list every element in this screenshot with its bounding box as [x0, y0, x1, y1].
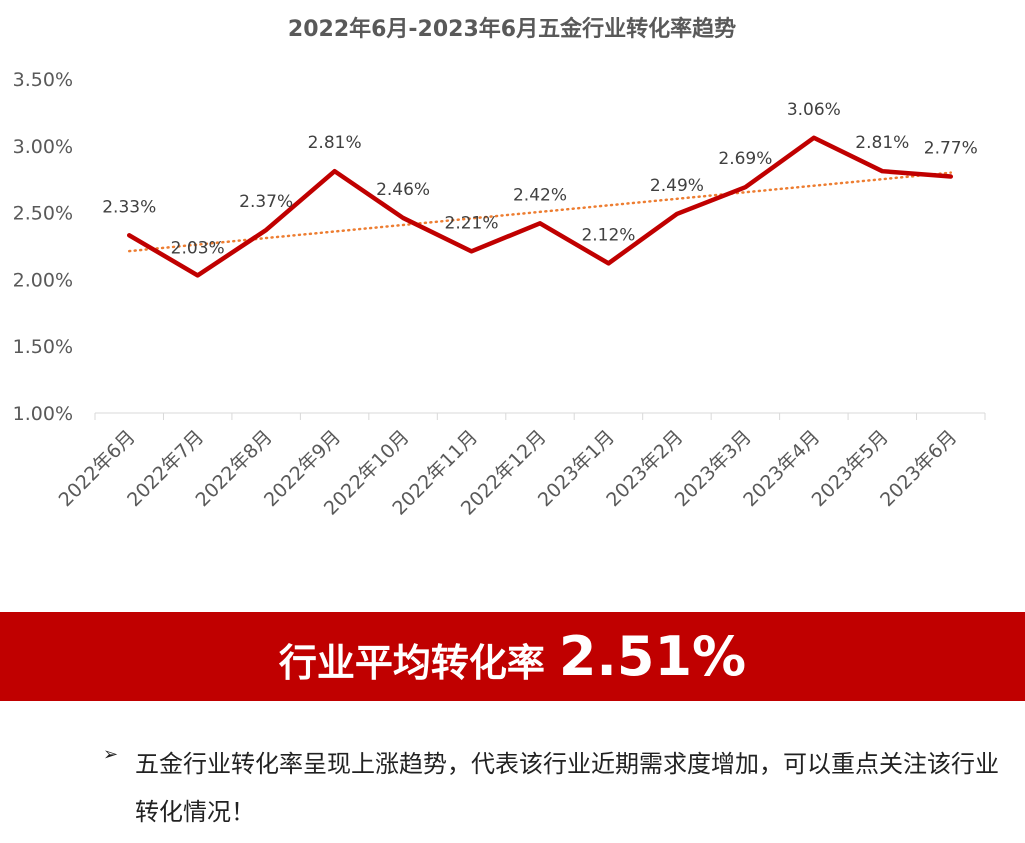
- x-axis-ticks: [94, 413, 986, 420]
- y-tick-label: 2.50%: [13, 203, 73, 225]
- line-chart: 2022年6月-2023年6月五金行业转化率趋势 1.00% 1.50% 2.00%…: [13, 16, 986, 520]
- data-label: 2.81%: [308, 133, 362, 153]
- series-line: [126, 135, 954, 278]
- y-axis: 1.00% 1.50% 2.00% 2.50% 3.00% 3.50%: [13, 69, 73, 425]
- note: ➢ 五金行业转化率呈现上涨趋势，代表该行业近期需求度增加，可以重点关注该行业转化…: [103, 740, 1003, 836]
- data-label: 2.12%: [581, 225, 635, 245]
- data-label: 2.03%: [171, 238, 225, 258]
- x-axis-labels: 2022年6月2022年7月2022年8月2022年9月2022年10月2022…: [55, 426, 962, 520]
- average-banner: 行业平均转化率 2.51%: [0, 612, 1025, 701]
- data-labels: 2.33% 2.03% 2.37% 2.81% 2.46% 2.21% 2.42% 2.12%…: [102, 100, 978, 259]
- data-label: 2.21%: [445, 213, 499, 233]
- data-label: 2.69%: [718, 149, 772, 169]
- data-label: 2.33%: [102, 197, 156, 217]
- data-label: 2.42%: [513, 185, 567, 205]
- data-label: 2.37%: [239, 192, 293, 212]
- data-label: 2.49%: [650, 176, 704, 196]
- y-tick-label: 3.50%: [13, 69, 73, 91]
- data-label: 3.06%: [787, 100, 841, 120]
- data-label: 2.46%: [376, 180, 430, 200]
- data-label: 2.77%: [924, 139, 978, 159]
- banner-value: 2.51%: [558, 625, 747, 688]
- trendline: [127, 171, 953, 253]
- banner-label: 行业平均转化率: [278, 641, 545, 685]
- data-label: 2.81%: [855, 133, 909, 153]
- note-text: 五金行业转化率呈现上涨趋势，代表该行业近期需求度增加，可以重点关注该行业转化情况…: [135, 750, 999, 826]
- y-tick-label: 3.00%: [13, 136, 73, 158]
- y-tick-label: 2.00%: [13, 269, 73, 291]
- y-tick-label: 1.00%: [13, 403, 73, 425]
- y-tick-label: 1.50%: [13, 336, 73, 358]
- bullet-arrow-icon: ➢: [103, 744, 119, 765]
- chart-title: 2022年6月-2023年6月五金行业转化率趋势: [288, 16, 736, 42]
